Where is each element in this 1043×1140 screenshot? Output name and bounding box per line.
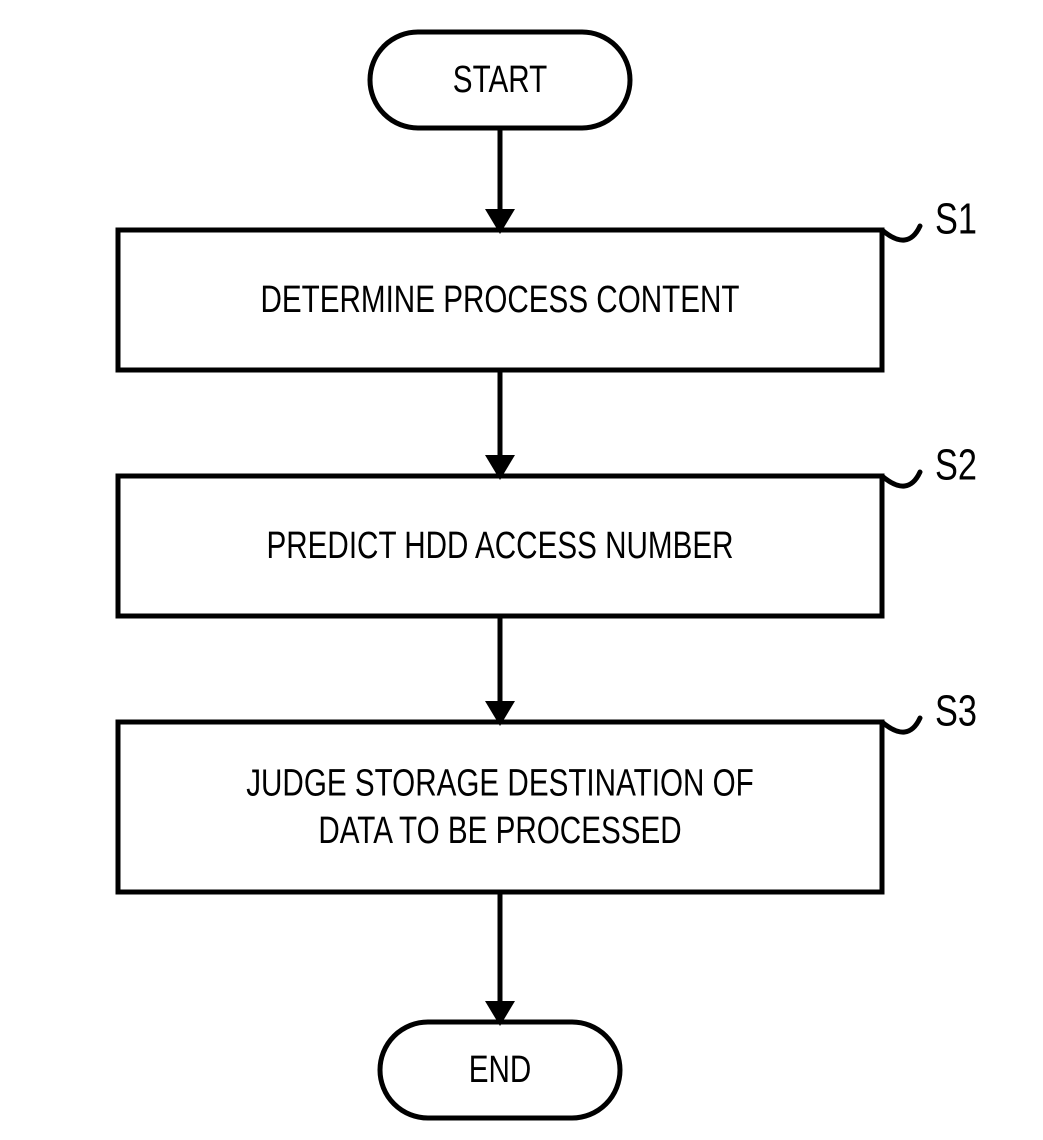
step-S1-text-0: DETERMINE PROCESS CONTENT xyxy=(260,279,739,321)
callout-S3 xyxy=(882,718,920,732)
terminator-start-label: START xyxy=(453,59,548,101)
step-S1: DETERMINE PROCESS CONTENT xyxy=(118,230,882,370)
step-label-S1: S1 xyxy=(935,195,977,244)
terminator-end-label: END xyxy=(469,1049,532,1091)
callout-S2 xyxy=(882,472,920,486)
flowchart: START DETERMINE PROCESS CONTENT PREDICT HD… xyxy=(0,0,1043,1140)
step-S2: PREDICT HDD ACCESS NUMBER xyxy=(118,476,882,616)
terminator-start: START xyxy=(370,32,630,128)
step-S3-text-0: JUDGE STORAGE DESTINATION OF xyxy=(246,762,754,804)
callout-S1 xyxy=(882,226,920,240)
step-S3: JUDGE STORAGE DESTINATION OF DATA TO BE P… xyxy=(118,722,882,892)
step-S2-text-0: PREDICT HDD ACCESS NUMBER xyxy=(267,525,734,567)
step-label-S3: S3 xyxy=(935,687,977,736)
step-label-S2: S2 xyxy=(935,441,977,490)
step-S3-text-1: DATA TO BE PROCESSED xyxy=(318,809,681,851)
terminator-end: END xyxy=(380,1022,620,1118)
